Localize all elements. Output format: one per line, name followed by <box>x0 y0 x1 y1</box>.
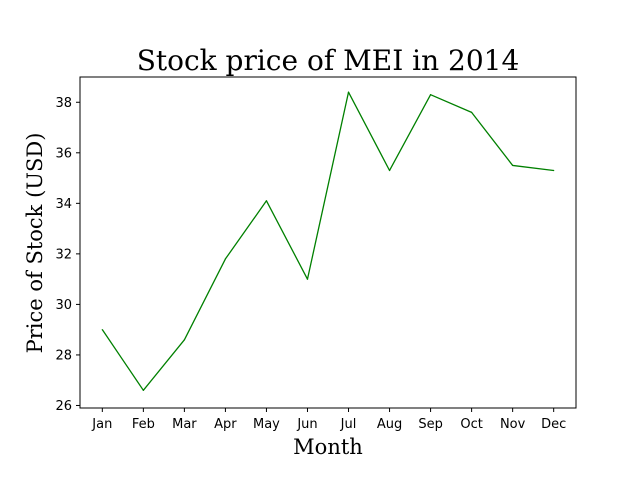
data-point-sep <box>429 94 432 96</box>
y-tick-label: 32 <box>55 247 72 262</box>
y-axis: 26 28 30 32 34 36 38 <box>55 96 80 414</box>
data-point-feb <box>142 389 144 391</box>
y-tick-label: 30 <box>55 298 72 313</box>
x-tick-label: Jun <box>296 417 317 432</box>
x-axis-label: Month <box>293 435 363 459</box>
chart-title: Stock price of MEI in 2014 <box>137 44 520 77</box>
data-point-aug <box>388 169 391 172</box>
series-line <box>101 91 554 391</box>
data-point-jan <box>101 329 103 331</box>
y-tick-label: 28 <box>55 348 72 363</box>
x-axis: Jan Feb Mar Apr May Jun Jul Aug Sep Oct Nov Dec <box>91 408 566 432</box>
plot-area <box>101 91 555 391</box>
data-point-dec <box>553 169 555 172</box>
data-point-mar <box>183 339 185 341</box>
x-tick-label: Mar <box>172 417 197 432</box>
y-tick-label: 34 <box>55 197 72 212</box>
x-tick-label: Dec <box>541 417 566 432</box>
data-point-may <box>265 200 268 202</box>
x-tick-label: May <box>253 417 280 432</box>
x-tick-label: Sep <box>418 417 443 432</box>
x-tick-label: Apr <box>214 417 237 432</box>
data-point-nov <box>512 164 514 167</box>
x-tick-label: Aug <box>377 417 402 432</box>
data-point-jun <box>306 278 309 280</box>
x-tick-label: Nov <box>500 417 526 432</box>
data-point-jul <box>347 91 350 93</box>
data-point-apr <box>224 258 227 260</box>
y-tick-label: 36 <box>55 146 72 161</box>
y-tick-label: 26 <box>55 399 72 414</box>
y-axis-label: Price of Stock (USD) <box>23 133 47 354</box>
y-tick-label: 38 <box>55 96 72 111</box>
x-tick-label: Jan <box>91 417 112 432</box>
x-tick-label: Oct <box>460 417 482 432</box>
plot-frame <box>79 76 577 409</box>
x-tick-label: Feb <box>132 417 155 432</box>
x-tick-label: Jul <box>340 417 357 432</box>
data-point-oct <box>471 111 473 113</box>
